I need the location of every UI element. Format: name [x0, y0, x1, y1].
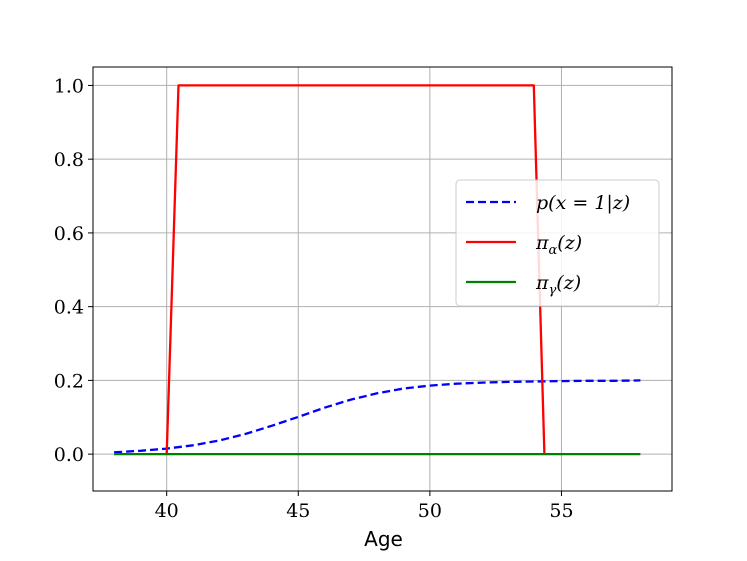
legend-entry: πγ(z) — [535, 272, 581, 298]
y-tick-label: 0.8 — [54, 149, 84, 171]
series-line — [114, 379, 641, 454]
legend: p(x = 1|z) πα(z) πγ(z) — [455, 179, 660, 307]
plot-frame — [92, 66, 673, 492]
legend-entry: p(x = 1|z) — [536, 192, 630, 214]
x-tick-label: 55 — [549, 500, 573, 522]
x-tick-label: 40 — [155, 500, 179, 522]
x-tick-label: 50 — [418, 500, 442, 522]
y-tick-label: 0.4 — [54, 297, 84, 319]
legend-box — [455, 179, 660, 307]
x-axis-label: Age — [364, 527, 403, 551]
y-tick-label: 0.0 — [54, 444, 84, 466]
x-tick-label: 45 — [286, 500, 310, 522]
axis-ticks: 40 45 50 55 0.0 0.2 0.4 0.6 0.8 1.0 — [54, 75, 574, 522]
legend-entry: πα(z) — [535, 232, 582, 258]
y-tick-label: 1.0 — [54, 75, 84, 97]
y-tick-label: 0.2 — [54, 370, 84, 392]
y-tick-label: 0.6 — [54, 223, 84, 245]
